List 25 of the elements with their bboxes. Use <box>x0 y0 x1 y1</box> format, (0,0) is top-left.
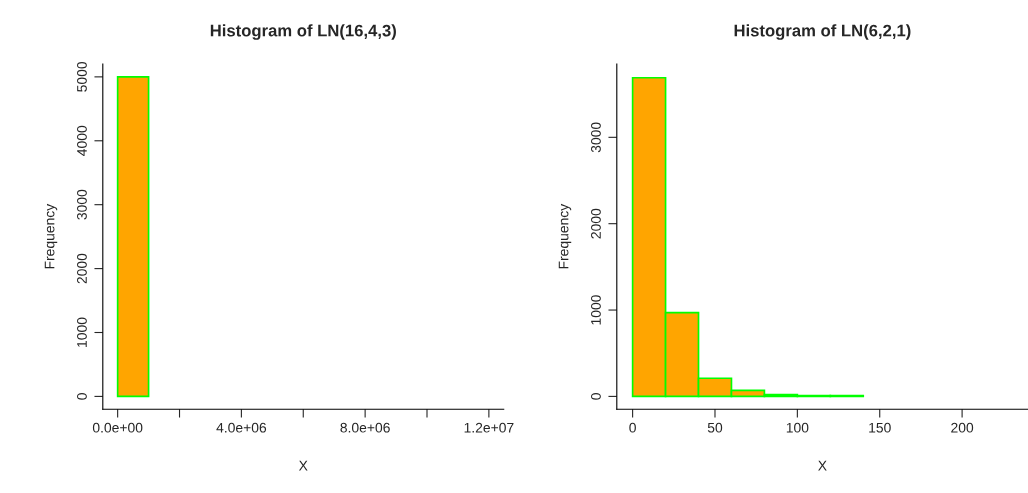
x-tick-label: 50 <box>707 422 723 433</box>
x-tick-label: 8.0e+06 <box>340 422 390 433</box>
y-tick-label: 3000 <box>591 122 601 153</box>
y-tick-label: 4000 <box>77 125 87 156</box>
y-axis-title: Frequency <box>558 203 572 269</box>
x-tick-label: 200 <box>951 422 974 433</box>
x-tick-label: 0.0e+00 <box>92 422 143 433</box>
y-tick-label: 5000 <box>77 61 87 92</box>
y-tick-label: 1000 <box>591 295 601 325</box>
y-tick-label: 1000 <box>77 317 87 347</box>
x-tick-label: 150 <box>869 422 891 433</box>
x-tick-label: 1.2e+07 <box>464 422 514 433</box>
x-tick-label: 0 <box>629 422 636 433</box>
x-tick-label: 100 <box>786 422 809 433</box>
y-tick-label: 3000 <box>77 189 87 220</box>
y-tick-label: 2000 <box>77 253 87 284</box>
y-tick-label: 0 <box>591 393 601 400</box>
x-axis-title: X <box>818 460 827 471</box>
x-axis-title: X <box>298 460 308 471</box>
chart-title: Histogram of LN(6,2,1) <box>734 24 911 40</box>
y-tick-label: 2000 <box>591 208 601 239</box>
y-tick-label: 0 <box>77 393 87 400</box>
y-axis-title: Frequency <box>44 203 58 269</box>
chart-title: Histogram of LN(16,4,3) <box>210 24 396 40</box>
x-tick-label: 4.0e+06 <box>216 422 267 433</box>
